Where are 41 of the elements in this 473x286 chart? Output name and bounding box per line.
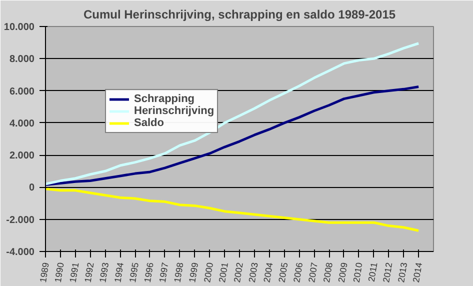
x-tick-label: 2006 [292,262,305,284]
y-tick-label: -2.000 [6,214,35,226]
y-tick-label: 6.000 [9,86,35,98]
legend-label: Herinschrijving [134,105,214,117]
x-tick-label: 1998 [172,262,186,284]
chart-title: Cumul Herinschrijving, schrapping en saldo 1989-2015 [83,8,396,22]
x-tick-label: 1995 [127,262,140,284]
line-series [46,86,420,186]
y-tick-label: 2.000 [9,150,35,162]
x-tick-label: 1992 [82,262,96,284]
x-tick-label: 1990 [52,262,66,284]
x-tick-label: 1991 [68,262,81,284]
y-tick-label: 8.000 [9,54,35,66]
x-tick-label: 2008 [321,262,334,284]
y-tick-label: 4.000 [9,118,35,130]
x-tick-label: 2007 [306,262,320,284]
x-tick-label: 2014 [411,262,424,284]
x-tick-label: 1996 [142,262,156,284]
x-tick-label: 2002 [232,262,245,284]
x-tick-label: 1999 [187,262,200,284]
x-tick-label: 2010 [351,262,364,284]
legend-label: Saldo [134,117,164,129]
y-tick-label: 10.000 [4,22,35,33]
y-tick-label: 0 [28,182,35,194]
x-tick-label: 2011 [366,262,380,282]
x-tick-label: 2005 [276,262,290,284]
x-tick-label: 2003 [246,262,260,284]
x-tick-label: 2013 [396,262,410,284]
x-tick-label: 2009 [336,262,350,284]
x-tick-label: 1989 [38,262,51,284]
x-tick-label: 2004 [262,262,275,284]
legend-label: Schrapping [134,93,195,105]
x-tick-label: 2001 [217,262,230,284]
line-series [46,42,420,186]
x-tick-label: 1994 [112,262,126,284]
line-series [46,188,420,232]
x-tick-label: 1993 [98,262,111,284]
x-tick-label: 2012 [381,262,394,284]
y-tick-label: -4.000 [6,247,35,258]
x-tick-label: 2000 [202,262,216,284]
x-tick-label: 1997 [157,262,170,284]
